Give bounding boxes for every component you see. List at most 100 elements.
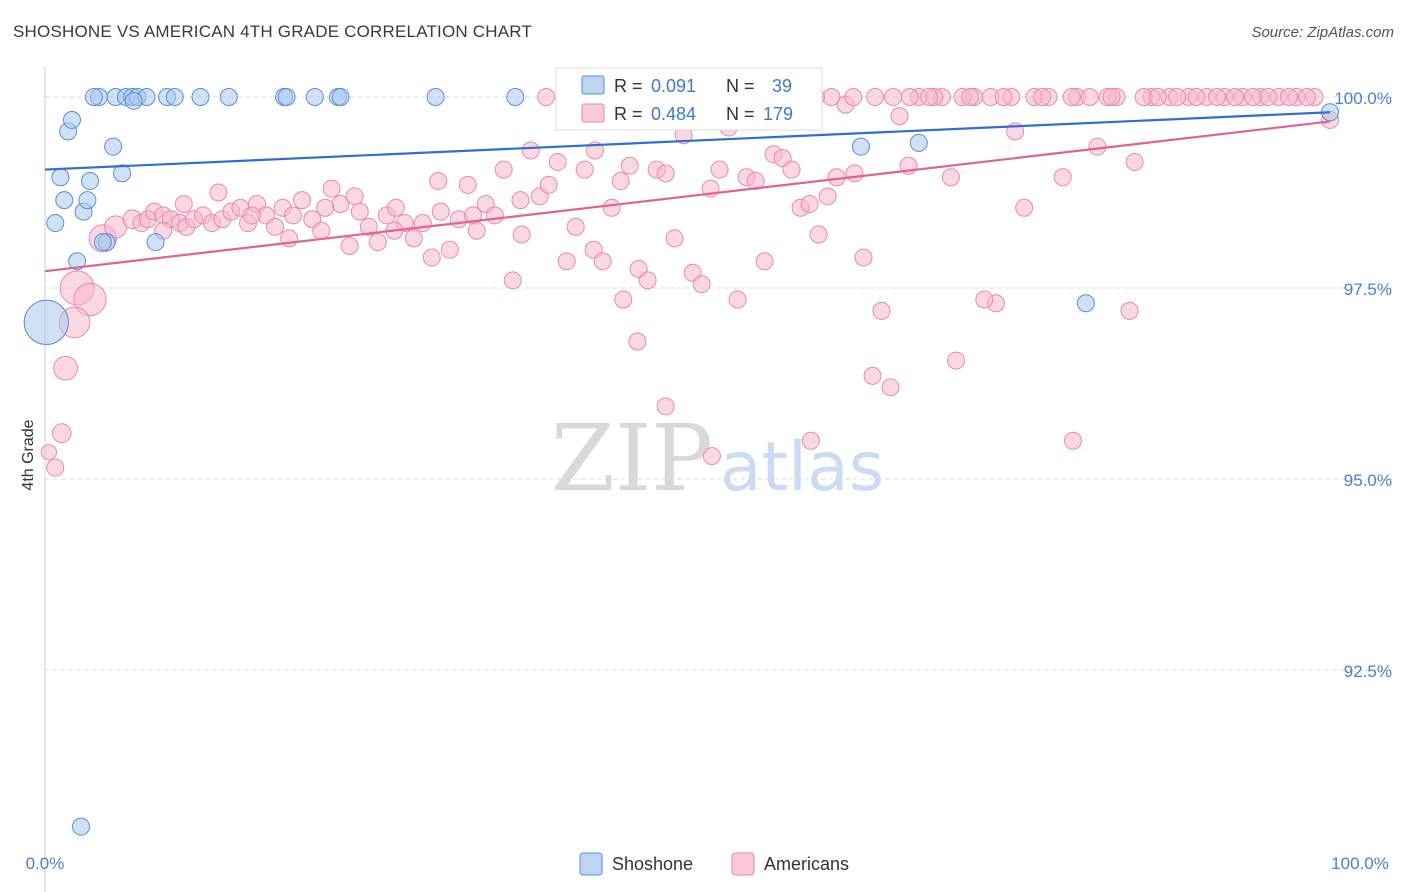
x-tick-label: 0.0% (26, 854, 65, 873)
americans-point (312, 221, 331, 240)
americans-point (316, 198, 335, 217)
series-shoshone (23, 88, 1339, 836)
americans-point (345, 187, 364, 206)
americans-point (242, 206, 261, 225)
americans-point (602, 198, 621, 217)
stats-swatch-americans (581, 103, 605, 123)
americans-point (539, 175, 558, 194)
americans-point (512, 225, 531, 244)
americans-point (863, 366, 882, 385)
americans-point (284, 206, 303, 225)
x-tick-labels: 0.0% 100.0% (26, 854, 1389, 873)
shoshone-point (124, 91, 143, 110)
americans-point (1062, 88, 1081, 106)
shoshone-point (113, 164, 132, 183)
stats-r-label: R = (614, 104, 643, 124)
americans-point (322, 179, 341, 198)
americans-point (1243, 88, 1262, 106)
americans-point (511, 191, 530, 210)
americans-point (692, 275, 711, 294)
americans-point (1187, 88, 1206, 106)
shoshone-point (426, 88, 445, 106)
y-tick-label: 92.5% (1344, 662, 1392, 681)
americans-point (386, 198, 405, 217)
shoshone-point (219, 88, 238, 106)
y-tick-label: 95.0% (1344, 471, 1392, 490)
americans-point (359, 217, 378, 236)
x-tick-label: 100.0% (1331, 854, 1389, 873)
americans-point (900, 88, 919, 106)
americans-point (801, 431, 820, 450)
americans-point (467, 221, 486, 240)
shoshone-trend-line (44, 111, 1331, 171)
shoshone-point (146, 233, 165, 252)
stats-r-label: R = (614, 76, 643, 96)
americans-point (1080, 88, 1099, 106)
americans-point (728, 290, 747, 309)
y-tick-label: 100.0% (1334, 89, 1392, 108)
americans-point (782, 160, 801, 179)
shoshone-point (68, 252, 87, 271)
axes (44, 66, 46, 892)
americans-point (40, 444, 58, 461)
americans-point (845, 164, 864, 183)
americans-point (1033, 88, 1052, 106)
americans-point (638, 271, 657, 290)
americans-point (431, 202, 450, 221)
watermark-zip: ZIP (551, 405, 713, 512)
shoshone-point (1076, 294, 1095, 313)
shoshone-point (80, 172, 99, 191)
americans-point (947, 351, 966, 370)
americans-point (537, 88, 556, 106)
americans-point (702, 447, 721, 466)
source-label: Source: ZipAtlas.com (1251, 24, 1394, 41)
stats-swatch-shoshone (581, 75, 605, 95)
shoshone-point (909, 133, 928, 152)
shoshone-point (78, 191, 97, 210)
americans-point (557, 252, 576, 271)
shoshone-point (851, 137, 870, 156)
americans-point (458, 175, 477, 194)
americans-point (866, 88, 885, 106)
americans-point (1207, 88, 1226, 106)
americans-point (620, 156, 639, 175)
americans-point (656, 397, 675, 416)
americans-point (881, 378, 900, 397)
series-americans (40, 88, 1339, 477)
shoshone-point (51, 168, 70, 187)
americans-point (890, 107, 909, 126)
shoshone-point (104, 137, 123, 156)
americans-point (1125, 152, 1144, 171)
americans-point (548, 152, 567, 171)
stats-n-label: N = (726, 76, 755, 96)
shoshone-point (331, 88, 350, 106)
shoshone-point (46, 214, 65, 233)
legend-swatch-shoshone (579, 852, 603, 876)
americans-point (755, 252, 774, 271)
americans-point (746, 172, 765, 191)
gridlines (45, 96, 1392, 671)
americans-point (994, 88, 1013, 106)
americans-point (209, 183, 228, 202)
americans-point (1015, 198, 1034, 217)
americans-point (611, 172, 630, 191)
americans-point (1053, 168, 1072, 187)
americans-point (440, 240, 459, 259)
americans-point (73, 282, 107, 317)
y-tick-labels: 100.0% 97.5% 95.0% 92.5% (1334, 89, 1392, 681)
shoshone-point (71, 817, 90, 836)
watermark: ZIP atlas (551, 405, 884, 512)
americans-point (494, 160, 513, 179)
americans-point (485, 206, 504, 225)
americans-point (566, 217, 585, 236)
americans-point (665, 229, 684, 248)
americans-point (920, 88, 939, 106)
stats-n-value: 179 (763, 104, 793, 124)
americans-point (1102, 88, 1121, 106)
americans-point (1088, 137, 1107, 156)
legend-label-americans: Americans (764, 854, 849, 874)
americans-point (293, 191, 311, 210)
americans-point (1279, 88, 1298, 106)
americans-point (710, 160, 729, 179)
